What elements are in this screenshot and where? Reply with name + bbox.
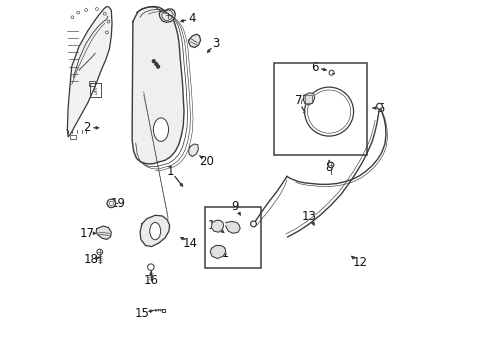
Polygon shape	[159, 9, 175, 22]
Bar	[162, 309, 165, 312]
Polygon shape	[225, 221, 240, 233]
Text: 15: 15	[134, 307, 149, 320]
Text: 8: 8	[325, 161, 332, 174]
Bar	[304, 95, 311, 103]
Circle shape	[152, 60, 155, 63]
Circle shape	[155, 63, 158, 66]
Text: 12: 12	[351, 256, 366, 269]
Polygon shape	[188, 34, 200, 48]
Ellipse shape	[153, 118, 168, 141]
Text: 3: 3	[212, 37, 219, 50]
Text: 13: 13	[301, 210, 316, 222]
Circle shape	[147, 264, 154, 270]
Text: 10: 10	[207, 219, 222, 231]
Circle shape	[376, 103, 382, 109]
Polygon shape	[210, 246, 225, 258]
Bar	[204, 207, 260, 268]
Polygon shape	[303, 93, 314, 105]
Text: 14: 14	[183, 237, 198, 249]
Text: 16: 16	[143, 274, 158, 287]
Text: 20: 20	[199, 155, 214, 168]
Text: 1: 1	[166, 165, 174, 177]
Polygon shape	[67, 6, 112, 137]
Polygon shape	[211, 220, 223, 232]
Text: 4: 4	[188, 12, 196, 25]
Circle shape	[304, 87, 353, 136]
Text: 19: 19	[110, 197, 125, 210]
Text: E: E	[93, 88, 97, 93]
Polygon shape	[96, 226, 111, 239]
Text: 6: 6	[310, 61, 318, 74]
Bar	[89, 81, 95, 86]
Ellipse shape	[149, 222, 160, 240]
Text: 5: 5	[377, 102, 384, 114]
Bar	[273, 63, 366, 155]
Text: 2: 2	[83, 121, 90, 134]
Bar	[89, 83, 101, 97]
Circle shape	[327, 162, 333, 168]
Text: 5: 5	[93, 91, 97, 96]
Polygon shape	[132, 6, 183, 164]
Text: 11: 11	[214, 247, 229, 260]
Circle shape	[328, 70, 333, 75]
Text: 18: 18	[84, 253, 99, 266]
Text: 7: 7	[294, 94, 302, 107]
Circle shape	[107, 199, 115, 208]
Polygon shape	[188, 144, 198, 157]
Polygon shape	[140, 215, 169, 247]
Circle shape	[97, 249, 102, 255]
Circle shape	[156, 65, 159, 68]
Text: 17: 17	[79, 227, 94, 240]
Bar	[70, 135, 76, 139]
Text: 9: 9	[231, 201, 239, 213]
Circle shape	[250, 221, 256, 227]
